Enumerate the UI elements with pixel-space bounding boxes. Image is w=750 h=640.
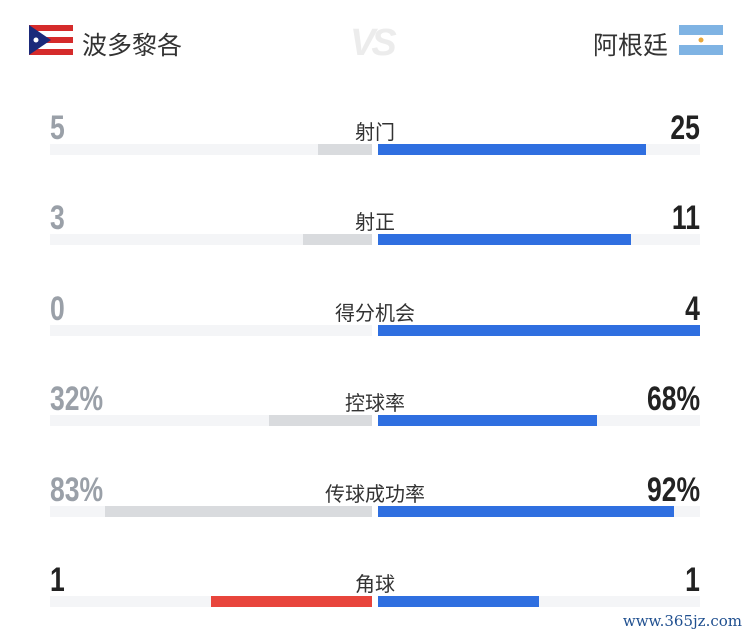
away-stat-value: 4	[685, 289, 700, 328]
argentina-flag-icon	[679, 25, 723, 55]
away-bar-track	[378, 415, 700, 427]
watermark: www.365jz.com	[622, 612, 742, 630]
away-stat-value: 25	[670, 109, 700, 147]
stat-label: 得分机会	[335, 300, 415, 325]
home-bar-fill	[303, 234, 372, 246]
home-stat-value: 32%	[50, 380, 104, 419]
stat-row: 3 射正 11	[0, 198, 750, 258]
stat-row: 5 射门 25	[0, 108, 750, 168]
away-bar-track	[378, 144, 700, 155]
home-bar-track	[50, 234, 372, 246]
away-bar-fill	[378, 324, 700, 336]
away-bar-track	[378, 234, 700, 246]
away-bar-fill	[378, 505, 675, 517]
vs-logo: VS	[350, 22, 397, 64]
stat-label: 角球	[355, 572, 395, 596]
away-bar-fill	[378, 234, 632, 246]
home-bar-fill	[268, 415, 372, 427]
puerto-rico-flag-icon	[29, 25, 73, 55]
home-bar-track	[50, 324, 372, 336]
away-bar-fill	[378, 415, 597, 427]
stat-label: 射门	[355, 120, 395, 144]
match-header: 波多黎各 VS 阿根廷	[0, 22, 750, 64]
home-bar-track	[50, 144, 372, 155]
away-bar-track	[378, 324, 700, 336]
away-bar-fill	[378, 144, 647, 155]
home-stat-value: 0	[50, 289, 65, 328]
home-bar-fill	[104, 505, 372, 517]
away-team-name: 阿根廷	[592, 31, 668, 60]
stat-label: 传球成功率	[325, 481, 425, 506]
away-bar-track	[378, 596, 700, 607]
stat-row: 83% 传球成功率 92%	[0, 470, 750, 530]
home-bar-fill	[318, 144, 372, 155]
away-stat-value: 68%	[646, 380, 700, 419]
away-stat-value: 11	[671, 199, 700, 238]
stat-row: 0 得分机会 4	[0, 289, 750, 349]
stat-row: 32% 控球率 68%	[0, 379, 750, 439]
away-bar-fill	[378, 596, 539, 607]
home-stat-value: 3	[50, 199, 65, 238]
home-bar-track	[50, 596, 372, 607]
away-stat-value: 92%	[646, 470, 700, 509]
home-bar-fill	[211, 596, 372, 607]
home-bar-track	[50, 505, 372, 517]
stat-label: 控球率	[345, 391, 405, 416]
home-team-name: 波多黎各	[82, 31, 183, 60]
home-stat-value: 83%	[50, 470, 104, 509]
away-stat-value: 1	[685, 561, 700, 599]
away-bar-track	[378, 505, 700, 517]
home-bar-track	[50, 415, 372, 427]
home-stat-value: 5	[50, 109, 65, 147]
stat-label: 射正	[355, 210, 395, 235]
stat-row: 1 角球 1	[0, 560, 750, 620]
home-stat-value: 1	[50, 561, 65, 599]
